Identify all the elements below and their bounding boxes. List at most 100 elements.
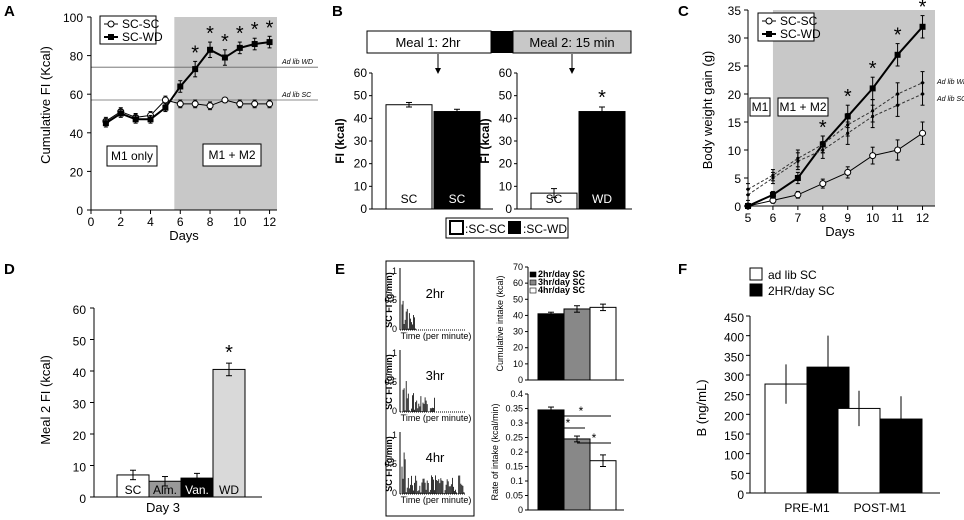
- x-tick-label: 12: [263, 215, 277, 229]
- significance-star: *: [844, 86, 852, 108]
- y-axis-title: Cumulative FI (Kcal): [38, 46, 53, 164]
- y-tick-label: 0.05: [505, 491, 523, 501]
- y-tick-label: 10: [499, 179, 513, 193]
- raster-y-tick: 0.5: [384, 295, 397, 305]
- bar: [537, 313, 565, 381]
- data-point-SC-SC: [266, 100, 274, 108]
- y-tick-label: 0: [76, 204, 83, 218]
- bar: [433, 111, 481, 210]
- panel-label-f: F: [678, 261, 687, 278]
- y-tick-label: 0: [360, 202, 367, 216]
- y-tick-label: 0: [518, 505, 523, 515]
- y-tick-label: 350: [724, 350, 744, 364]
- y-tick-label: 15: [728, 116, 742, 130]
- significance-star: *: [266, 17, 274, 39]
- series-label: Ad lib WD: [936, 79, 964, 86]
- series-line-SC-SC: [747, 132, 923, 207]
- significance-star: *: [869, 58, 877, 80]
- y-tick-label: 40: [354, 111, 368, 125]
- box-label-m1-m2: M1 + M2: [779, 100, 826, 114]
- data-point-SC-WD: [221, 54, 228, 61]
- raster-y-tick: 0: [392, 406, 397, 416]
- data-point-SC-WD: [147, 116, 154, 123]
- y-tick-label: 35: [728, 4, 742, 18]
- y-tick-label: 250: [724, 390, 744, 404]
- y-tick-label: 30: [354, 134, 368, 148]
- bar-category-label: WD: [219, 483, 239, 497]
- data-point-Ad lib SC: [920, 92, 925, 96]
- meal1-label: Meal 1: 2hr: [395, 35, 461, 50]
- y-tick-label: 25: [728, 60, 742, 74]
- meal2-label: Meal 2: 15 min: [529, 35, 614, 50]
- x-tick-label: 8: [819, 211, 826, 225]
- raster-y-tick: 1: [392, 348, 397, 358]
- y-tick-label: 450: [724, 311, 744, 325]
- bar-category-label: WD: [592, 192, 612, 206]
- legend-marker: [765, 17, 773, 25]
- legend-box: [445, 217, 569, 239]
- meal1-arrow-head: [435, 68, 441, 74]
- data-point-SC-WD: [769, 191, 776, 198]
- raster-x-title: Time (per minute): [401, 413, 472, 423]
- y-tick-label: 60: [70, 88, 84, 102]
- bar-category-label: SC: [125, 483, 142, 497]
- y-tick-label: 50: [73, 335, 87, 349]
- legend-swatch: [508, 221, 521, 234]
- x-category-label: PRE-M1: [784, 501, 830, 515]
- significance-star: *: [566, 416, 571, 430]
- y-tick-label: 5: [734, 172, 741, 186]
- y-tick-label: 40: [513, 310, 523, 320]
- y-axis-title: Cumulative intake (kcal): [495, 275, 505, 371]
- panel-label-a: A: [4, 3, 15, 20]
- y-tick-label: 30: [728, 32, 742, 46]
- legend-label: 3hr/day SC: [538, 277, 586, 287]
- y-tick-label: 20: [73, 429, 87, 443]
- y-tick-label: 10: [354, 179, 368, 193]
- legend-label: 2HR/day SC: [768, 284, 835, 298]
- raster-y-tick: 1: [392, 266, 397, 276]
- data-point-SC-WD: [894, 51, 901, 58]
- y-tick-label: 200: [724, 409, 744, 423]
- y-tick-label: 0.1: [510, 476, 523, 486]
- raster-y-tick: 0.5: [384, 377, 397, 387]
- y-tick-label: 300: [724, 370, 744, 384]
- bar-category-label: SC: [546, 192, 563, 206]
- panel-label-b: B: [332, 3, 343, 20]
- data-point-SC-WD: [869, 85, 876, 92]
- legend-swatch: [529, 279, 537, 286]
- y-tick-label: 40: [73, 366, 87, 380]
- x-axis-title: Days: [169, 228, 199, 243]
- data-point-SC-WD: [266, 39, 273, 46]
- box-m1-only: [106, 145, 158, 167]
- data-point-SC-WD: [236, 44, 243, 51]
- x-tick-label: 5: [745, 211, 752, 225]
- raster-y-title: SC FI (g/min): [384, 272, 394, 328]
- y-axis-title: Rate of intake (kcal/min): [490, 403, 500, 500]
- bar: [563, 438, 591, 511]
- legend-marker: [108, 34, 114, 40]
- raster-y-tick: 0.5: [384, 459, 397, 469]
- y-tick-label: 60: [73, 303, 87, 317]
- ref-line-label: Ad lib WD: [281, 59, 313, 66]
- significance-star: *: [225, 342, 233, 364]
- bar: [578, 111, 626, 210]
- series-label: Ad lib SC: [936, 96, 964, 103]
- legend-marker: [766, 31, 772, 37]
- data-point-SC-SC: [894, 146, 902, 154]
- data-point-SC-SC: [794, 191, 802, 199]
- x-tick-label: 9: [844, 211, 851, 225]
- raster-y-tick: 0: [392, 488, 397, 498]
- bar: [589, 306, 617, 381]
- raster-frame: [385, 260, 475, 517]
- y-tick-label: 0.25: [505, 433, 523, 443]
- x-tick-label: 11: [891, 211, 904, 225]
- y-tick-label: 60: [354, 66, 368, 80]
- box-m1-m2: [777, 97, 829, 117]
- data-point-SC-SC: [176, 100, 184, 108]
- legend-label: :SC-SC: [465, 222, 506, 236]
- legend-swatch: [449, 220, 464, 235]
- legend-marker: [107, 20, 115, 28]
- legend-label: SC-SC: [122, 17, 160, 31]
- data-point-SC-WD: [177, 83, 184, 90]
- x-category-label: POST-M1: [854, 501, 907, 515]
